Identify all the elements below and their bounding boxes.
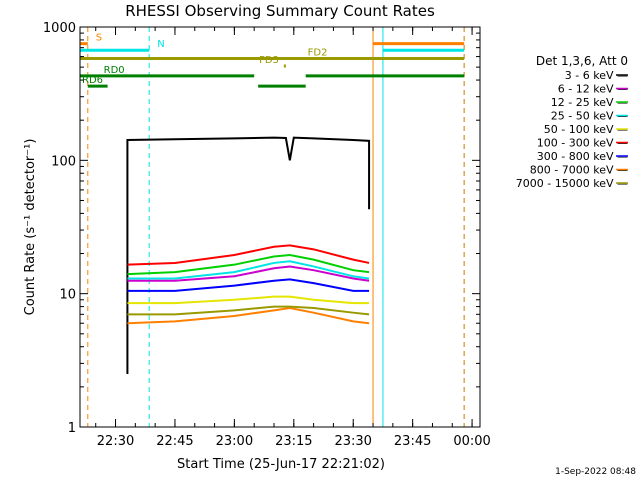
legend-label-2: 12 - 25 keV — (551, 96, 628, 109)
legend-label-4: 50 - 100 keV — (544, 123, 628, 136)
legend-label-8: 7000 - 15000 keV — (516, 177, 628, 190)
x-tick-label-6: 00:00 (453, 434, 490, 449)
series-line-25-50-kev (127, 260, 370, 280)
series-line-300-800-kev (127, 278, 370, 292)
flag-label-fd2: FD2 (308, 48, 328, 59)
x-tick-label-2: 23:00 (216, 434, 253, 449)
flag-label-rd6: RD6 (82, 75, 103, 86)
x-tick-label-1: 22:45 (156, 434, 193, 449)
flag-label-rd0: RD0 (104, 65, 125, 76)
legend-title: Det 1,3,6, Att 0 (536, 54, 628, 68)
legend-label-7: 800 - 7000 keV — (530, 164, 628, 177)
flag-label-fd3: FD3 (259, 55, 279, 66)
x-tick-label-5: 23:45 (394, 434, 431, 449)
chart-title: RHESSI Observing Summary Count Rates (125, 2, 435, 20)
flag-label-n: N (157, 39, 164, 50)
legend-label-0: 3 - 6 keV — (565, 69, 628, 82)
y-tick-label-1: 10 (59, 288, 76, 303)
y-axis-label: Count Rate (s⁻¹ detector⁻¹) (23, 139, 38, 316)
y-tick-label-2: 100 (51, 154, 76, 169)
flag-label-s: S (96, 33, 102, 44)
series-line-50-100-kev (127, 295, 370, 305)
series-line-7000-15000-kev (127, 305, 370, 316)
y-tick-label-3: 1000 (43, 21, 76, 36)
x-tick-label-0: 22:30 (97, 434, 134, 449)
timestamp: 1-Sep-2022 08:48 (555, 467, 636, 477)
series-line-12-25-kev (127, 253, 370, 276)
series-line-6-12-kev (127, 265, 370, 282)
x-tick-label-4: 23:30 (334, 434, 371, 449)
legend: 3 - 6 keV —6 - 12 keV —12 - 25 keV —25 -… (516, 69, 628, 190)
x-axis-label: Start Time (25-Jun-17 22:21:02) (177, 457, 385, 472)
legend-label-5: 100 - 300 keV — (537, 137, 628, 150)
legend-label-6: 300 - 800 keV — (537, 150, 628, 163)
x-tick-label-3: 23:15 (275, 434, 312, 449)
legend-label-3: 25 - 50 keV — (551, 110, 628, 123)
plot-frame (79, 26, 481, 428)
series-line-3-6-kev (126, 136, 371, 374)
series-line-800-7000-kev (127, 307, 370, 325)
series-line-100-300-kev (127, 244, 370, 266)
legend-label-1: 6 - 12 keV — (558, 83, 628, 96)
axes: 22:30 22:45 23:00 23:15 23:30 23:45 00:00 1 10 10… (43, 21, 491, 449)
y-tick-label-0: 1 (68, 421, 76, 436)
